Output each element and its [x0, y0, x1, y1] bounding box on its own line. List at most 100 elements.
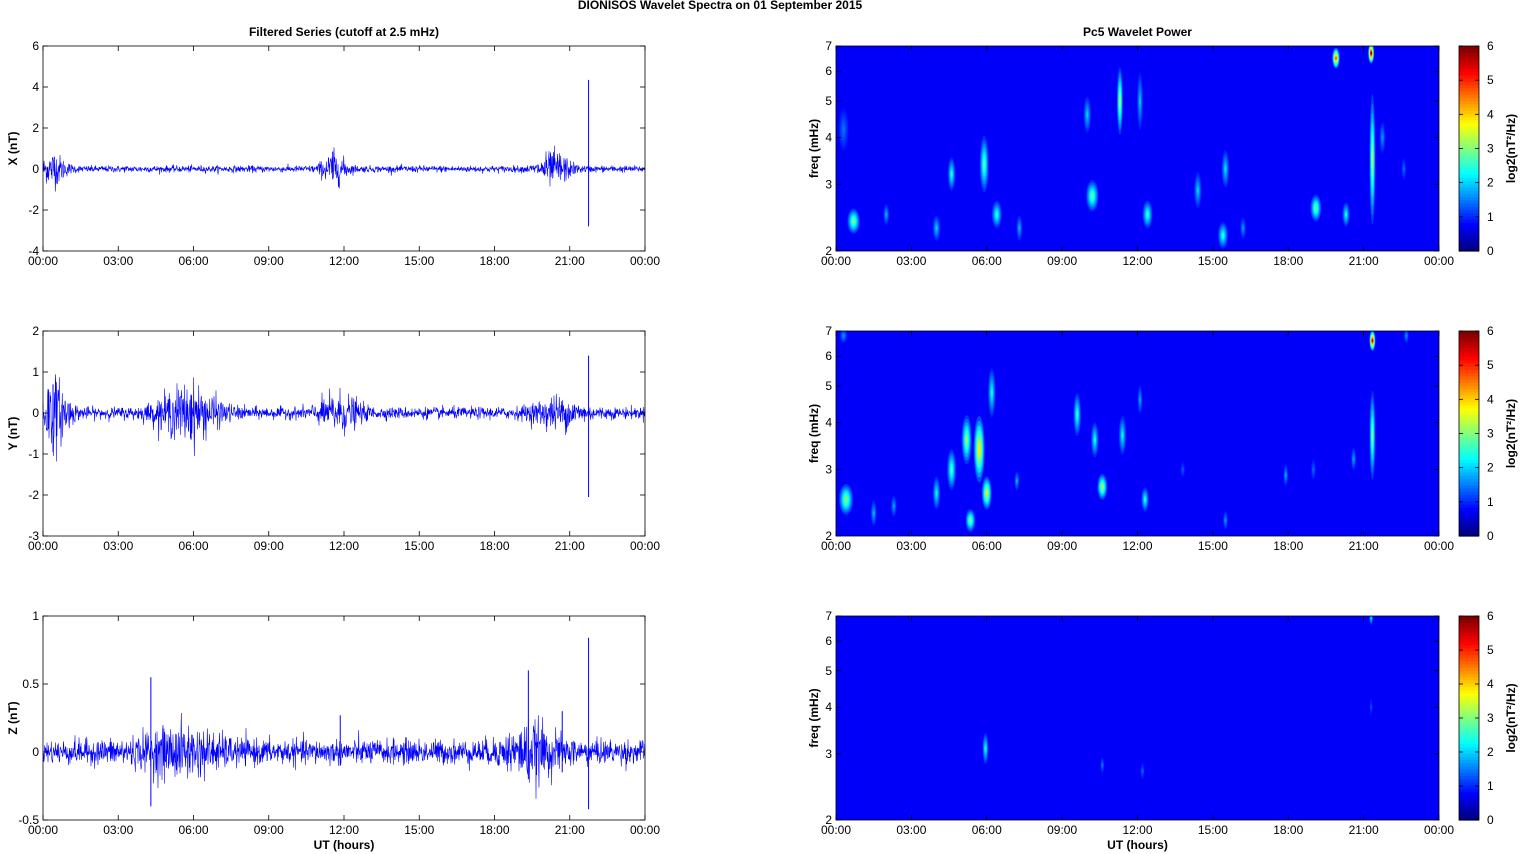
panel-title: Pc5 Wavelet Power: [1083, 25, 1192, 39]
x-tick-label: 00:00: [630, 539, 660, 553]
y-wavelet-panel: 2 3 4 5 6 7 00:00 03:00 06:00 09:00 12:00 15:00 18:0…: [807, 324, 1518, 553]
y-axis-label: Y (nT): [6, 417, 20, 451]
x-tick-label: 03:00: [896, 823, 926, 837]
heatmap-background: [836, 331, 1439, 536]
wavelet-power-blob: [1073, 392, 1081, 437]
colorbar-tick-label: 5: [1487, 358, 1494, 372]
colorbar-tick-label: 4: [1487, 677, 1494, 691]
wavelet-power-blob: [932, 215, 941, 242]
wavelet-power-blob: [1180, 461, 1186, 478]
colorbar-tick-label: 6: [1487, 324, 1494, 338]
wavelet-power-blob: [981, 476, 992, 510]
x-tick-label: 03:00: [896, 254, 926, 268]
x-tick-label: 15:00: [1198, 254, 1228, 268]
wavelet-power-blob: [965, 508, 976, 532]
x-tick-label: 00:00: [630, 254, 660, 268]
y-tick-label: -3: [28, 529, 39, 543]
x-tick-label: 12:00: [1122, 254, 1152, 268]
x-tick-label: 03:00: [103, 823, 133, 837]
y-tick-label: 6: [825, 64, 832, 78]
x-tick-label: 00:00: [28, 823, 58, 837]
wavelet-power-blob: [839, 331, 848, 344]
x-tick-label: 00:00: [1424, 539, 1454, 553]
y-tick-label: 3: [825, 463, 832, 477]
wavelet-power-blob: [1369, 331, 1376, 351]
colorbar-tick-label: 5: [1487, 643, 1494, 657]
colorbar-tick-label: 1: [1487, 210, 1494, 224]
x-tick-label: 21:00: [1349, 254, 1379, 268]
wavelet-power-blob: [1085, 180, 1099, 212]
x-tick-label: 06:00: [972, 539, 1002, 553]
y-axis-label: Z (nT): [6, 701, 20, 734]
y-tick-label: 6: [825, 349, 832, 363]
wavelet-power-blob: [1016, 215, 1023, 242]
wavelet-power-blob: [1141, 487, 1149, 512]
y-series-trace: [42, 374, 646, 462]
axes-frame: [42, 45, 646, 252]
x-tick-label: 15:00: [404, 823, 434, 837]
x-tick-label: 06:00: [972, 254, 1002, 268]
colorbar-tick-label: 2: [1487, 176, 1494, 190]
x-tick-label: 12:00: [1122, 539, 1152, 553]
x-tick-label: 18:00: [1273, 539, 1303, 553]
y-tick-label: 0: [32, 406, 39, 420]
x-tick-label: 09:00: [254, 539, 284, 553]
y-axis-label: freq (mHz): [807, 404, 821, 463]
y-tick-label: 2: [825, 813, 832, 827]
x-tick-label: 09:00: [1047, 539, 1077, 553]
y-tick-label: 5: [825, 664, 832, 678]
colorbar-tick-label: 2: [1487, 745, 1494, 759]
wavelet-power-blob: [1368, 46, 1375, 64]
colorbar-tick-label: 3: [1487, 427, 1494, 441]
y-axis-label: freq (mHz): [807, 688, 821, 747]
wavelet-power-blob: [1136, 72, 1144, 130]
x-tick-label: 00:00: [821, 254, 851, 268]
x-tick-label: 00:00: [28, 539, 58, 553]
x-tick-label: 00:00: [28, 254, 58, 268]
colorbar-label: log2(nT²/Hz): [1504, 683, 1518, 752]
y-tick-label: 3: [825, 178, 832, 192]
y-tick-label: 0: [32, 745, 39, 759]
wavelet-power-blob: [1217, 222, 1228, 249]
x-tick-label: 00:00: [821, 539, 851, 553]
wavelet-power-blob: [1342, 202, 1350, 227]
x-series-panel: -4 -2 0 2 4 6 00:00 03:00 06:00 09:00 12:00 15:00 18…: [6, 25, 660, 268]
wavelet-power-blob: [1401, 157, 1407, 181]
wavelet-power-blob: [838, 107, 849, 152]
x-tick-label: 03:00: [103, 539, 133, 553]
colorbar-tick-label: 6: [1487, 609, 1494, 623]
x-tick-label: 06:00: [178, 823, 208, 837]
x-tick-label: 00:00: [630, 823, 660, 837]
x-tick-label: 18:00: [479, 539, 509, 553]
wavelet-power-blob: [1283, 464, 1289, 487]
x-tick-label: 00:00: [1424, 254, 1454, 268]
x-tick-label: 21:00: [1349, 823, 1379, 837]
plot-area: [43, 616, 645, 820]
axes-frame: [835, 615, 1440, 821]
figure-title: DIONISOS Wavelet Spectra on 01 September…: [578, 0, 863, 12]
axes-frame: [42, 330, 646, 537]
z-series-trace: [42, 713, 646, 799]
y-axis-label: freq (mHz): [807, 119, 821, 178]
wavelet-power-blob: [1140, 762, 1145, 780]
colorbar-label: log2(nT²/Hz): [1504, 114, 1518, 183]
x-tick-label: 18:00: [479, 823, 509, 837]
y-tick-label: 4: [825, 700, 832, 714]
y-tick-label: 0: [32, 162, 39, 176]
x-tick-label: 15:00: [404, 539, 434, 553]
x-tick-label: 09:00: [254, 254, 284, 268]
colorbar-tick-label: 3: [1487, 142, 1494, 156]
x-tick-label: 09:00: [254, 823, 284, 837]
colorbar-tick-label: 3: [1487, 711, 1494, 725]
x-tick-label: 15:00: [1198, 539, 1228, 553]
wavelet-power-blob: [1351, 447, 1357, 471]
y-tick-label: -1: [28, 447, 39, 461]
x-tick-label: 06:00: [178, 254, 208, 268]
x-wavelet-panel: 2 3 4 5 6 7 00:00 03:00 06:00 09:00 12:00 15:00 18:0…: [807, 25, 1518, 268]
y-tick-label: 4: [825, 416, 832, 430]
axes-frame: [835, 45, 1440, 252]
wavelet-power-blob: [870, 500, 877, 527]
colorbar-tick-label: 0: [1487, 529, 1494, 543]
wavelet-power-blob: [1403, 331, 1409, 344]
y-tick-label: 2: [32, 324, 39, 338]
